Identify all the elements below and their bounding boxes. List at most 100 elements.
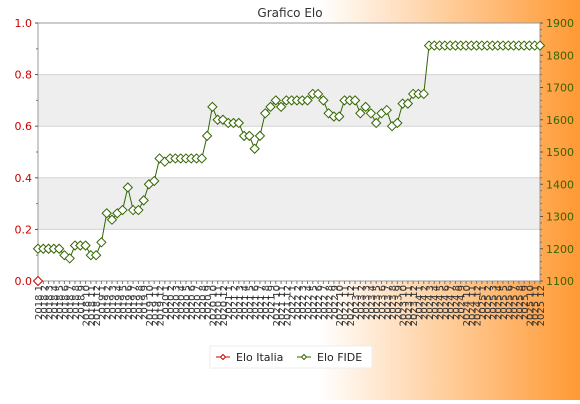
legend-item-elo-fide-label: Elo FIDE (317, 351, 362, 364)
x-tick-label: 2018 6 (60, 285, 71, 320)
data-point-elo-fide (90, 249, 102, 261)
x-tick-label: 2024 5 (436, 285, 447, 320)
x-tick-label: 2022 5 (309, 285, 320, 320)
x-tick-label: 2020 9 (203, 285, 214, 320)
x-tick-label: 2020 5 (182, 285, 193, 320)
data-point-elo-fide (196, 153, 208, 164)
right-tick-label: 1700 (546, 82, 574, 95)
x-tick-label: 2018 8 (71, 285, 82, 320)
data-point-elo-fide (106, 214, 118, 225)
legend-item-elo-italia-label: Elo Italia (236, 351, 283, 364)
x-tick-label: 2025 2 (483, 285, 494, 320)
x-tick-label: 2024 11 (467, 285, 478, 326)
x-tick-label: 2020 4 (177, 285, 188, 320)
x-tick-label: 2021 2 (230, 285, 241, 320)
x-tick-label: 2019 7 (129, 285, 140, 320)
data-point-elo-fide (59, 249, 70, 261)
data-point-elo-fide (275, 101, 287, 113)
data-point-elo-fide (265, 101, 276, 113)
x-tick-label: 2019 11 (150, 285, 161, 326)
data-point-elo-fide (312, 88, 324, 100)
x-tick-label: 2021 3 (235, 285, 246, 320)
x-tick-label: 2023 5 (372, 285, 383, 320)
x-tick-label: 2024 7 (446, 285, 457, 320)
data-point-elo-fide (365, 108, 377, 119)
plot-area: 0.0 0.2 0.4 0.6 0.8 1.0 1100 1200 1300 1400 1500 16… (15, 17, 575, 326)
x-tick-label: 2021 12 (282, 285, 293, 326)
x-tick-label: 2023 1 (351, 285, 362, 320)
x-tick-label: 2025 7 (510, 285, 521, 320)
data-point-elo-fide (201, 130, 213, 142)
x-tick-label: 2025 3 (488, 285, 499, 320)
x-tick-label: 2025 8 (515, 285, 526, 320)
x-tick-label: 2020 10 (208, 285, 219, 326)
x-tick-label: 2023 10 (399, 285, 410, 326)
x-tick-label: 2024 9 (457, 285, 468, 320)
grid-band (38, 229, 540, 281)
x-tick-label: 2022 6 (314, 285, 325, 320)
data-point-elo-fide (133, 204, 144, 216)
x-tick-label: 2020 8 (198, 285, 209, 320)
data-point-elo-fide (318, 95, 329, 106)
x-tick-label: 2018 11 (87, 285, 98, 326)
x-tick-label: 2023 11 (404, 285, 415, 326)
data-point-elo-fide (392, 117, 403, 129)
data-point-elo-fide (117, 204, 128, 216)
data-point-elo-fide (402, 98, 414, 109)
data-point-elo-fide (349, 95, 361, 106)
data-point-elo-fide (360, 101, 371, 113)
right-tick-label: 1300 (546, 211, 574, 224)
right-tick-label: 1500 (546, 146, 574, 159)
data-point-elo-fide (254, 130, 266, 142)
data-point-elo-fide (333, 111, 345, 122)
x-tick-label: 2022 7 (319, 285, 330, 320)
data-point-elo-fide (53, 243, 65, 254)
x-tick-label: 2022 9 (330, 285, 341, 320)
x-tick-label: 2018 7 (66, 285, 77, 320)
x-tick-label: 2025 4 (494, 285, 505, 320)
data-point-elo-fide (80, 240, 91, 251)
x-tick-label: 2019 9 (140, 285, 151, 320)
legend-item-elo-italia-marker (219, 353, 227, 361)
legend: Elo Italia Elo FIDE (209, 345, 373, 369)
data-point-elo-fide (249, 143, 260, 154)
x-tick-label: 2018 9 (76, 285, 87, 320)
x-tick-label: 2020 7 (193, 285, 204, 320)
left-tick-label: 0.4 (15, 172, 33, 185)
data-point-elo-fide (96, 237, 107, 248)
x-tick-label: 2019 4 (113, 285, 124, 320)
left-tick-label: 1.0 (15, 17, 33, 30)
data-point-elo-fide (302, 95, 313, 106)
right-tick-label: 1600 (546, 114, 574, 127)
x-tick-label: 2021 6 (251, 285, 262, 320)
data-point-elo-italia (32, 275, 44, 287)
right-tick-label: 1200 (546, 243, 574, 256)
x-tick-label: 2022 10 (335, 285, 346, 326)
x-tick-label: 2025 1 (478, 285, 489, 320)
x-tick-label: 2021 4 (240, 285, 251, 320)
x-tick-label: 2021 8 (261, 285, 272, 320)
data-point-elo-fide (138, 195, 149, 206)
x-tick-label: 2022 4 (303, 285, 314, 320)
legend-box (209, 345, 373, 369)
x-tick-label: 2024 8 (451, 285, 462, 320)
x-tick-label: 2023 9 (393, 285, 404, 320)
chart-title: Grafico Elo (257, 6, 322, 20)
data-point-elo-fide (270, 95, 281, 106)
data-point-elo-fide (244, 130, 255, 142)
x-tick-label: 2025 5 (499, 285, 510, 320)
data-point-elo-fide (64, 253, 75, 264)
x-tick-label: 2023 6 (377, 285, 388, 320)
x-tick-label: 2022 3 (298, 285, 309, 320)
x-tick-label: 2018 10 (82, 285, 93, 326)
x-tick-label: 2021 11 (277, 285, 288, 326)
x-tick-label: 2022 11 (340, 285, 351, 326)
x-tick-label: 2023 4 (367, 285, 378, 320)
x-tick-label: 2022 8 (325, 285, 336, 320)
x-tick-label: 2018 2 (39, 285, 50, 320)
data-point-elo-fide (101, 208, 112, 219)
x-tick-label: 2019 10 (145, 285, 156, 326)
x-tick-label: 2020 2 (166, 285, 177, 320)
data-point-elo-fide (149, 175, 160, 187)
